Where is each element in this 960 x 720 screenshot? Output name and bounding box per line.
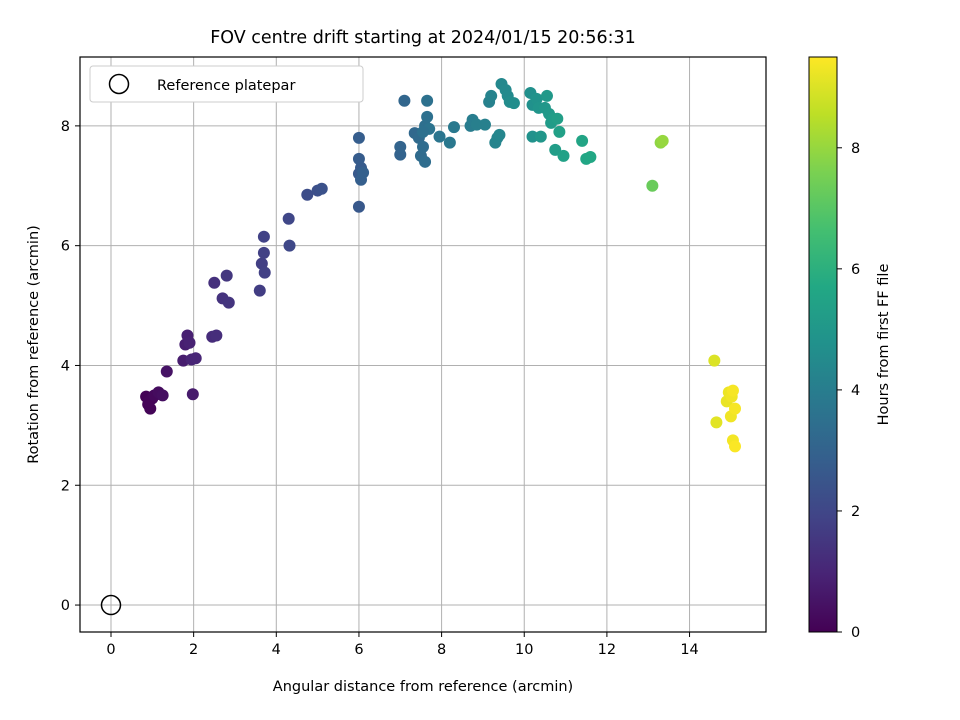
colorbar-gradient bbox=[808, 56, 838, 633]
colorbar-ticks: 0 2 4 6 8 bbox=[837, 141, 860, 641]
data-point bbox=[156, 389, 169, 402]
data-point bbox=[729, 440, 742, 453]
data-point bbox=[584, 151, 597, 164]
legend-marker-open-circle bbox=[108, 73, 130, 95]
data-point bbox=[183, 336, 196, 349]
data-point bbox=[443, 136, 456, 149]
x-tick-label: 2 bbox=[189, 642, 198, 658]
data-point bbox=[398, 94, 411, 107]
reference-marker-group bbox=[100, 594, 122, 616]
data-point bbox=[540, 89, 553, 102]
data-point bbox=[557, 149, 570, 162]
y-tick-label: 6 bbox=[61, 239, 70, 255]
data-point bbox=[189, 352, 202, 365]
data-point bbox=[485, 89, 498, 102]
colorbar-tick-label: 6 bbox=[851, 262, 860, 278]
y-axis-ticks: 0 2 4 6 8 bbox=[61, 119, 80, 614]
data-point bbox=[258, 266, 271, 279]
data-point bbox=[421, 110, 434, 123]
y-axis-label: Rotation from reference (arcmin) bbox=[26, 225, 42, 464]
data-point bbox=[729, 402, 742, 415]
y-tick-label: 4 bbox=[61, 358, 70, 374]
data-point bbox=[478, 118, 491, 131]
data-point bbox=[208, 276, 221, 289]
y-tick-label: 0 bbox=[61, 598, 70, 614]
data-point bbox=[222, 296, 235, 309]
data-point bbox=[433, 130, 446, 143]
x-tick-label: 6 bbox=[354, 642, 363, 658]
legend: Reference platepar bbox=[89, 65, 364, 103]
data-point bbox=[421, 94, 434, 107]
data-point bbox=[186, 388, 199, 401]
x-axis-label: Angular distance from reference (arcmin) bbox=[273, 679, 573, 695]
x-tick-label: 0 bbox=[106, 642, 115, 658]
colorbar: 0 2 4 6 8 Hours from first FF file bbox=[808, 56, 892, 641]
data-point bbox=[526, 130, 539, 143]
data-point bbox=[394, 140, 407, 153]
legend-entry-reference-platepar: Reference platepar bbox=[157, 78, 295, 94]
data-point bbox=[656, 134, 669, 147]
data-point bbox=[352, 200, 365, 213]
data-point bbox=[283, 239, 296, 252]
x-tick-label: 10 bbox=[515, 642, 533, 658]
chart-title: FOV centre drift starting at 2024/01/15 … bbox=[210, 28, 636, 48]
data-point bbox=[257, 246, 270, 259]
data-point bbox=[646, 179, 659, 192]
data-point bbox=[315, 182, 328, 195]
data-point bbox=[530, 92, 543, 105]
data-point bbox=[470, 118, 483, 131]
data-point bbox=[282, 212, 295, 225]
data-point bbox=[726, 384, 739, 397]
data-points bbox=[140, 77, 742, 453]
x-tick-label: 4 bbox=[272, 642, 281, 658]
y-tick-label: 2 bbox=[61, 478, 70, 494]
legend-box bbox=[89, 65, 364, 103]
colorbar-tick-label: 2 bbox=[851, 504, 860, 520]
data-point bbox=[253, 284, 266, 297]
x-tick-label: 14 bbox=[680, 642, 698, 658]
data-point bbox=[551, 112, 564, 125]
x-tick-label: 12 bbox=[598, 642, 616, 658]
data-point bbox=[210, 329, 223, 342]
data-point bbox=[493, 128, 506, 141]
reference-platepar-marker bbox=[100, 594, 122, 616]
plot-area-frame bbox=[79, 56, 767, 633]
colorbar-tick-label: 0 bbox=[851, 625, 860, 641]
colorbar-label: Hours from first FF file bbox=[876, 264, 892, 426]
data-point bbox=[549, 143, 562, 156]
colorbar-tick-label: 8 bbox=[851, 141, 860, 157]
data-point bbox=[553, 125, 566, 138]
data-point bbox=[507, 97, 520, 110]
colorbar-tick-label: 4 bbox=[851, 383, 860, 399]
x-axis-ticks: 0 2 4 6 8 10 12 14 bbox=[106, 632, 699, 658]
data-point bbox=[417, 140, 429, 153]
x-tick-label: 8 bbox=[437, 642, 446, 658]
data-point bbox=[257, 230, 270, 243]
data-point bbox=[352, 131, 365, 144]
data-point bbox=[447, 121, 460, 134]
data-point bbox=[710, 416, 723, 429]
data-point bbox=[160, 365, 173, 378]
data-point bbox=[708, 354, 721, 367]
data-point bbox=[357, 166, 370, 179]
data-point bbox=[534, 130, 547, 143]
data-point bbox=[220, 269, 233, 282]
data-point bbox=[301, 188, 314, 201]
data-point bbox=[419, 155, 432, 168]
data-point bbox=[417, 125, 429, 138]
data-point bbox=[576, 134, 589, 147]
data-point bbox=[352, 152, 365, 165]
y-tick-label: 8 bbox=[61, 119, 70, 135]
